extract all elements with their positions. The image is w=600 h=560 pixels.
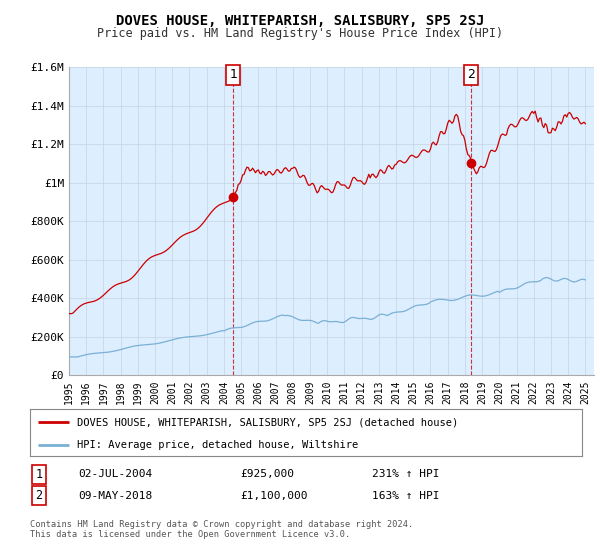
Text: £925,000: £925,000: [240, 469, 294, 479]
Text: 2: 2: [467, 68, 475, 81]
Text: £1,100,000: £1,100,000: [240, 491, 308, 501]
Text: 231% ↑ HPI: 231% ↑ HPI: [372, 469, 439, 479]
Text: Contains HM Land Registry data © Crown copyright and database right 2024.
This d: Contains HM Land Registry data © Crown c…: [30, 520, 413, 539]
Text: 2: 2: [35, 489, 43, 502]
Text: Price paid vs. HM Land Registry's House Price Index (HPI): Price paid vs. HM Land Registry's House …: [97, 27, 503, 40]
Text: DOVES HOUSE, WHITEPARISH, SALISBURY, SP5 2SJ: DOVES HOUSE, WHITEPARISH, SALISBURY, SP5…: [116, 14, 484, 28]
Text: 1: 1: [35, 468, 43, 481]
Text: 163% ↑ HPI: 163% ↑ HPI: [372, 491, 439, 501]
Text: 09-MAY-2018: 09-MAY-2018: [78, 491, 152, 501]
Text: HPI: Average price, detached house, Wiltshire: HPI: Average price, detached house, Wilt…: [77, 440, 358, 450]
Text: 1: 1: [229, 68, 237, 81]
Text: 02-JUL-2004: 02-JUL-2004: [78, 469, 152, 479]
Text: DOVES HOUSE, WHITEPARISH, SALISBURY, SP5 2SJ (detached house): DOVES HOUSE, WHITEPARISH, SALISBURY, SP5…: [77, 417, 458, 427]
